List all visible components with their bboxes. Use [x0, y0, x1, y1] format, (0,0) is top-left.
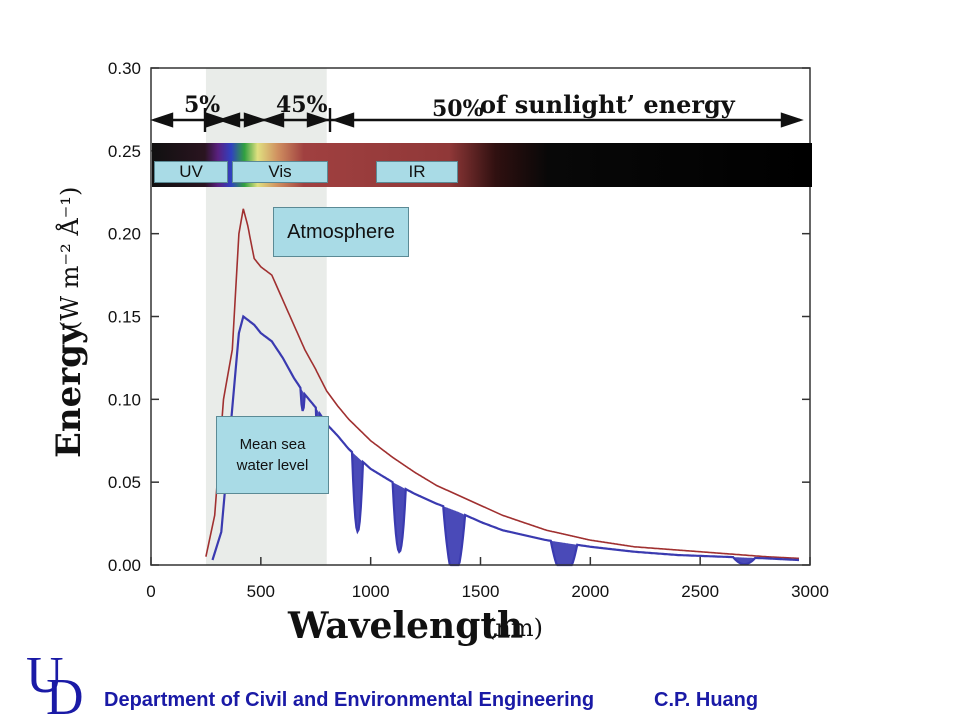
x-tick-label: 500	[247, 582, 275, 601]
sea-level-label-line1: Mean sea	[239, 436, 306, 453]
y-axis-unit-label: (W m⁻² Å⁻¹)	[55, 187, 84, 330]
university-logo: U D	[26, 648, 84, 716]
atmosphere-label: Atmosphere	[273, 207, 409, 257]
axis-ticks: 0 500 1000 1500 2000 2500 3000 0.00 0.05 0.10 0.15…	[108, 59, 829, 601]
logo-letter-d: D	[46, 669, 84, 716]
atmosphere-series-line	[205, 208, 800, 560]
sea-level-series-line	[211, 314, 799, 567]
sea-level-label: Mean sea water level	[216, 416, 329, 494]
absorption-band	[550, 540, 578, 565]
x-tick-label: 1000	[352, 582, 390, 601]
vis-tag: Vis	[232, 161, 328, 183]
sea-level-label-line2: water level	[236, 457, 309, 474]
ir-tag: IR	[376, 161, 458, 183]
energy-share-arrows	[150, 108, 804, 132]
y-axis-label: Energy	[49, 323, 89, 458]
y-tick-label: 0.15	[108, 308, 141, 327]
y-tick-label: 0.00	[108, 556, 141, 575]
uv-tag: UV	[154, 161, 228, 183]
x-axis-label: Wavelength	[287, 605, 523, 647]
pct-uv-label: 5%	[184, 92, 220, 118]
x-tick-label: 2500	[681, 582, 719, 601]
sunlight-energy-label: of sunlight’ energy	[480, 90, 736, 119]
y-tick-label: 0.25	[108, 142, 141, 161]
logo-letter-u: U	[26, 648, 64, 704]
pct-vis-label: 45%	[276, 92, 328, 118]
absorption-bands	[300, 387, 756, 565]
footer-author: C.P. Huang	[654, 689, 759, 711]
pct-ir-label: 50%	[432, 96, 484, 122]
x-axis-unit-label: (nm)	[486, 614, 543, 642]
y-tick-label: 0.10	[108, 390, 141, 409]
footer-department: Department of Civil and Environmental En…	[104, 689, 595, 711]
y-tick-label: 0.05	[108, 473, 141, 492]
x-tick-label: 0	[146, 582, 155, 601]
y-tick-label: 0.30	[108, 59, 141, 78]
y-tick-label: 0.20	[108, 225, 141, 244]
x-tick-label: 3000	[791, 582, 829, 601]
x-tick-label: 1500	[462, 582, 500, 601]
x-tick-label: 2000	[571, 582, 609, 601]
